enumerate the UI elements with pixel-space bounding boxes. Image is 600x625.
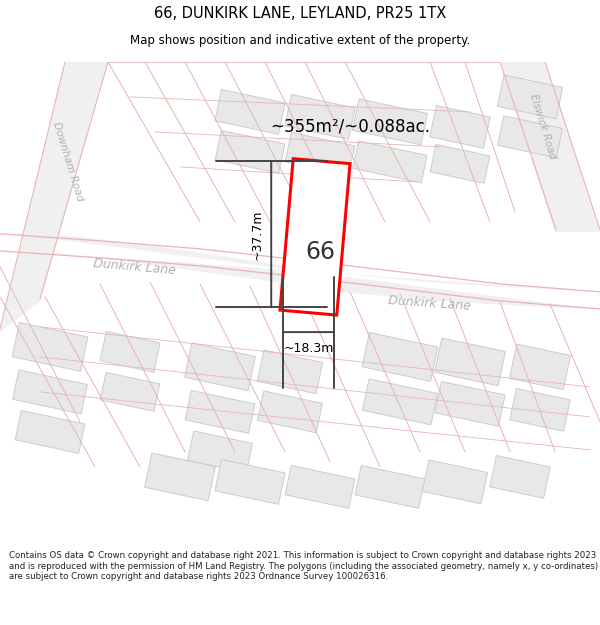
Polygon shape — [285, 466, 355, 508]
Polygon shape — [497, 75, 563, 119]
Polygon shape — [353, 141, 427, 183]
Polygon shape — [13, 370, 88, 414]
Polygon shape — [509, 344, 571, 390]
Polygon shape — [362, 379, 437, 425]
Polygon shape — [510, 389, 570, 431]
Text: ~37.7m: ~37.7m — [251, 209, 264, 259]
Polygon shape — [100, 372, 160, 411]
Polygon shape — [434, 338, 505, 386]
Text: Map shows position and indicative extent of the property.: Map shows position and indicative extent… — [130, 34, 470, 47]
Text: ~18.3m: ~18.3m — [283, 342, 334, 354]
Polygon shape — [188, 431, 253, 472]
Text: Downham Road: Downham Road — [51, 121, 85, 202]
Polygon shape — [215, 459, 285, 504]
Text: Elswick Road: Elswick Road — [529, 93, 557, 161]
Polygon shape — [0, 62, 108, 332]
Polygon shape — [435, 381, 505, 426]
Text: Dunkirk Lane: Dunkirk Lane — [388, 294, 472, 313]
Polygon shape — [355, 466, 425, 508]
Polygon shape — [490, 456, 550, 498]
Text: Dunkirk Lane: Dunkirk Lane — [93, 257, 177, 277]
Text: Contains OS data © Crown copyright and database right 2021. This information is : Contains OS data © Crown copyright and d… — [9, 551, 598, 581]
Polygon shape — [257, 391, 322, 432]
Polygon shape — [0, 232, 600, 310]
Polygon shape — [100, 331, 160, 372]
Polygon shape — [285, 94, 355, 139]
Polygon shape — [280, 159, 350, 315]
Polygon shape — [215, 89, 285, 134]
Text: 66: 66 — [305, 240, 335, 264]
Polygon shape — [430, 106, 490, 148]
Polygon shape — [15, 411, 85, 453]
Polygon shape — [497, 116, 562, 158]
Polygon shape — [12, 322, 88, 371]
Polygon shape — [257, 350, 323, 394]
Polygon shape — [430, 144, 490, 183]
Polygon shape — [285, 132, 355, 175]
Polygon shape — [145, 453, 215, 501]
Text: 66, DUNKIRK LANE, LEYLAND, PR25 1TX: 66, DUNKIRK LANE, LEYLAND, PR25 1TX — [154, 6, 446, 21]
Polygon shape — [422, 460, 488, 504]
Polygon shape — [215, 131, 285, 173]
Polygon shape — [185, 391, 255, 433]
Polygon shape — [362, 332, 438, 381]
Polygon shape — [352, 99, 428, 145]
Polygon shape — [500, 62, 600, 232]
Polygon shape — [185, 343, 256, 391]
Text: ~355m²/~0.088ac.: ~355m²/~0.088ac. — [270, 118, 430, 136]
